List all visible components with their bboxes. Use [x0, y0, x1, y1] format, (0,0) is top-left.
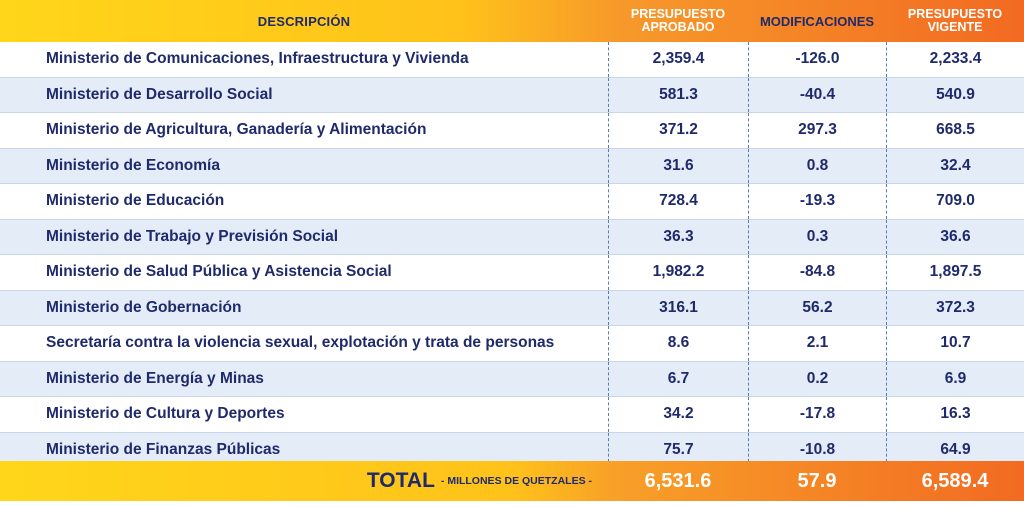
table-body: Ministerio de Comunicaciones, Infraestru…	[0, 42, 1024, 468]
total-label-group: TOTAL - MILLONES DE QUETZALES -	[0, 461, 600, 501]
row-vigente: 2,233.4	[886, 42, 1024, 77]
total-row: TOTAL - MILLONES DE QUETZALES - 6,531.6 …	[0, 461, 1024, 501]
header-presupuesto-vigente: PRESUPUESTO VIGENTE	[907, 7, 1003, 34]
row-vigente: 1,897.5	[886, 255, 1024, 290]
row-vigente: 36.6	[886, 219, 1024, 254]
row-aprobado: 728.4	[608, 184, 748, 219]
row-descripcion: Ministerio de Educación	[46, 192, 225, 210]
row-descripcion: Ministerio de Cultura y Deportes	[46, 405, 285, 423]
total-vigente: 6,589.4	[921, 469, 989, 492]
row-descripcion: Secretaría contra la violencia sexual, e…	[46, 334, 555, 352]
row-vigente: 709.0	[886, 184, 1024, 219]
table-header: DESCRIPCIÓN PRESUPUESTO APROBADO MODIFIC…	[0, 0, 1024, 42]
row-aprobado: 2,359.4	[608, 42, 748, 77]
row-modificaciones: -126.0	[748, 42, 886, 77]
row-vigente: 372.3	[886, 290, 1024, 325]
table-row: Ministerio de Educación 728.4 -19.3 709.…	[0, 184, 1024, 220]
table-row: Ministerio de Agricultura, Ganadería y A…	[0, 113, 1024, 149]
row-aprobado: 6.7	[608, 361, 748, 396]
total-unit-label: - MILLONES DE QUETZALES -	[440, 475, 592, 487]
row-vigente: 668.5	[886, 113, 1024, 148]
row-vigente: 16.3	[886, 397, 1024, 432]
row-vigente: 10.7	[886, 326, 1024, 361]
total-modificaciones: 57.9	[797, 469, 837, 492]
row-vigente: 32.4	[886, 148, 1024, 183]
row-aprobado: 581.3	[608, 77, 748, 112]
header-descripcion: DESCRIPCIÓN	[257, 13, 351, 29]
row-descripcion: Ministerio de Gobernación	[46, 298, 242, 316]
row-aprobado: 316.1	[608, 290, 748, 325]
row-vigente: 64.9	[886, 432, 1024, 467]
row-modificaciones: -84.8	[748, 255, 886, 290]
row-modificaciones: 0.3	[748, 219, 886, 254]
table-row: Ministerio de Cultura y Deportes 34.2 -1…	[0, 397, 1024, 433]
row-descripcion: Ministerio de Comunicaciones, Infraestru…	[46, 50, 469, 68]
row-vigente: 6.9	[886, 361, 1024, 396]
row-modificaciones: 56.2	[748, 290, 886, 325]
table-row: Ministerio de Energía y Minas 6.7 0.2 6.…	[0, 361, 1024, 397]
table-row: Ministerio de Comunicaciones, Infraestru…	[0, 42, 1024, 78]
row-aprobado: 34.2	[608, 397, 748, 432]
row-aprobado: 8.6	[608, 326, 748, 361]
header-modificaciones: MODIFICACIONES	[759, 13, 875, 29]
row-modificaciones: -10.8	[748, 432, 886, 467]
row-modificaciones: -17.8	[748, 397, 886, 432]
row-modificaciones: 0.8	[748, 148, 886, 183]
row-descripcion: Ministerio de Finanzas Públicas	[46, 440, 281, 458]
header-presupuesto-aprobado: PRESUPUESTO APROBADO	[630, 7, 726, 34]
row-modificaciones: 297.3	[748, 113, 886, 148]
row-vigente: 540.9	[886, 77, 1024, 112]
row-modificaciones: -19.3	[748, 184, 886, 219]
row-modificaciones: 0.2	[748, 361, 886, 396]
table-row: Ministerio de Gobernación 316.1 56.2 372…	[0, 290, 1024, 326]
total-aprobado: 6,531.6	[644, 469, 712, 492]
table-row: Ministerio de Economía 31.6 0.8 32.4	[0, 148, 1024, 184]
row-aprobado: 1,982.2	[608, 255, 748, 290]
row-aprobado: 75.7	[608, 432, 748, 467]
row-aprobado: 36.3	[608, 219, 748, 254]
table-row: Ministerio de Trabajo y Previsión Social…	[0, 219, 1024, 255]
row-descripcion: Ministerio de Desarrollo Social	[46, 85, 273, 103]
row-descripcion: Ministerio de Energía y Minas	[46, 369, 264, 387]
row-descripcion: Ministerio de Agricultura, Ganadería y A…	[46, 121, 427, 139]
row-aprobado: 371.2	[608, 113, 748, 148]
total-label: TOTAL	[366, 469, 435, 492]
row-aprobado: 31.6	[608, 148, 748, 183]
row-modificaciones: -40.4	[748, 77, 886, 112]
row-descripcion: Ministerio de Salud Pública y Asistencia…	[46, 263, 392, 281]
row-descripcion: Ministerio de Trabajo y Previsión Social	[46, 227, 339, 245]
table-row: Secretaría contra la violencia sexual, e…	[0, 326, 1024, 362]
table-row: Ministerio de Desarrollo Social 581.3 -4…	[0, 77, 1024, 113]
table-row: Ministerio de Salud Pública y Asistencia…	[0, 255, 1024, 291]
row-modificaciones: 2.1	[748, 326, 886, 361]
row-descripcion: Ministerio de Economía	[46, 156, 220, 174]
